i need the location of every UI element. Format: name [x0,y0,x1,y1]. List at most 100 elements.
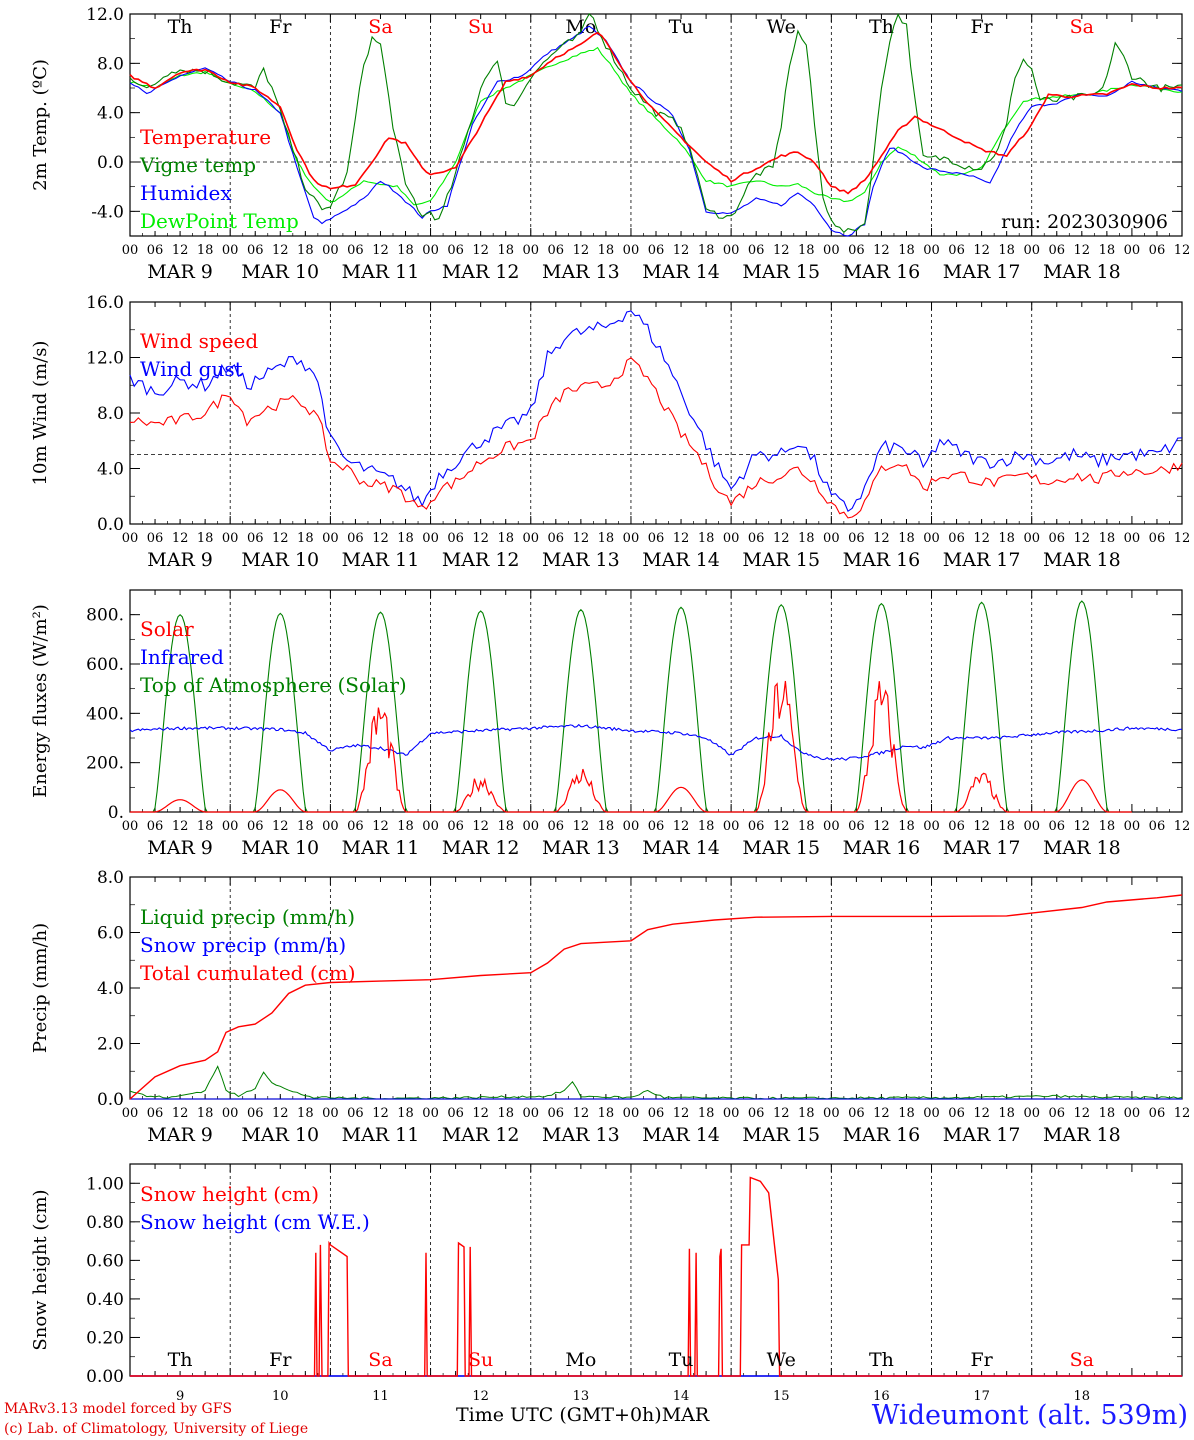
y-tick-label: 0.40 [86,1290,124,1310]
hour-tick-label: 12 [1074,819,1091,834]
day-of-week-label: Fr [269,1349,292,1371]
hour-tick-label: 12 [573,243,590,258]
y-tick-label: 600. [86,655,124,675]
day-of-week-label: Mo [565,16,596,38]
y-tick-label: 400. [86,704,124,724]
hour-tick-label: 00 [1124,1106,1141,1121]
hour-tick-label: 06 [1149,819,1166,834]
y-tick-label: 0. [108,803,124,823]
hour-tick-label: 12 [1074,243,1091,258]
hour-tick-label: 12 [573,531,590,546]
hour-tick-label: 12 [873,243,890,258]
day-of-week-label: Th [869,16,894,38]
day-of-week-label: Th [168,16,193,38]
footer-credit: (c) Lab. of Climatology, University of L… [4,1421,309,1437]
date-label: MAR 15 [742,1124,820,1146]
hour-tick-label: 06 [748,819,765,834]
y-tick-label: 4.0 [97,104,124,124]
hour-tick-label: 18 [397,819,414,834]
y-axis-label: 10m Wind (m/s) [30,341,51,486]
hour-tick-label: 18 [698,819,715,834]
y-tick-label: 8.0 [97,868,124,888]
hour-tick-label: 12 [973,531,990,546]
hour-tick-label: 00 [522,243,539,258]
hour-tick-label: 18 [698,1106,715,1121]
hour-tick-label: 06 [1149,1106,1166,1121]
hour-tick-label: 12 [1074,531,1091,546]
y-tick-label: 16.0 [86,293,124,313]
date-label: MAR 13 [542,837,620,859]
hour-tick-label: 12 [973,819,990,834]
y-axis-label: Precip (mm/h) [30,923,51,1053]
hour-tick-label: 00 [923,243,940,258]
month-label: MAR [661,1404,710,1426]
hour-tick-label: 00 [1124,243,1141,258]
hour-tick-label: 18 [898,243,915,258]
hour-tick-label: 12 [673,243,690,258]
date-label: MAR 17 [943,549,1021,571]
date-label: MAR 16 [843,261,921,283]
y-axis-label: Energy fluxes (W/m²) [30,604,51,798]
hour-tick-label: 18 [698,531,715,546]
hour-tick-label: 18 [1099,243,1116,258]
hour-tick-label: 12 [673,1106,690,1121]
hour-tick-label: 00 [923,531,940,546]
y-tick-label: 8.0 [97,404,124,424]
day-number-label: 14 [673,1389,690,1404]
hour-tick-label: 18 [1099,819,1116,834]
hour-tick-label: 00 [122,531,139,546]
hour-tick-label: 12 [573,819,590,834]
hour-tick-label: 06 [748,531,765,546]
hour-tick-label: 12 [973,1106,990,1121]
day-number-label: 17 [973,1389,990,1404]
hour-tick-label: 18 [598,819,615,834]
hour-tick-label: 18 [197,1106,214,1121]
wind-panel: 0.0 4.0 8.0 12.0 16.0 10m Wind (m/s) Wind spee… [30,293,1190,571]
date-label: MAR 14 [642,549,720,571]
hour-tick-label: 06 [447,1106,464,1121]
hour-tick-label: 12 [172,1106,189,1121]
legend-infrared: Infrared [140,645,224,669]
hour-tick-label: 00 [823,1106,840,1121]
hour-tick-label: 18 [297,531,314,546]
hour-tick-label: 00 [723,243,740,258]
hour-tick-label: 18 [197,531,214,546]
y-tick-label: 0.0 [97,153,124,173]
footer-time-axis-label: Time UTC (GMT+0h)MAR [456,1404,709,1426]
date-label: MAR 15 [742,549,820,571]
hour-tick-label: 06 [447,819,464,834]
hour-tick-label: 18 [497,819,514,834]
hour-tick-label: 06 [1048,531,1065,546]
hour-tick-label: 12 [472,819,489,834]
hour-tick-label: 18 [598,1106,615,1121]
day-of-week-label: Fr [269,16,292,38]
hour-tick-label: 06 [1149,243,1166,258]
day-of-week-label: Th [869,1349,894,1371]
hour-tick-label: 06 [548,1106,565,1121]
hour-tick-label: 18 [297,819,314,834]
run-label: run: 2023030906 [1001,211,1168,233]
day-of-week-label: Sa [1070,16,1094,38]
hour-tick-label: 12 [873,819,890,834]
hour-tick-label: 12 [172,531,189,546]
hour-tick-label: 12 [372,819,389,834]
day-of-week-label: Su [468,16,493,38]
hour-tick-label: 12 [1174,243,1191,258]
temperature-panel: -4.0 0.0 4.0 8.0 12.0 2m Temp. (ºC) Th Fr Sa Su Mo… [30,5,1190,283]
hour-tick-label: 12 [873,1106,890,1121]
hour-tick-label: 12 [1174,1106,1191,1121]
hour-tick-label: 18 [598,243,615,258]
day-number-label: 18 [1074,1389,1091,1404]
legend-wind-gust: Wind gust [140,357,243,381]
hour-tick-label: 18 [1099,531,1116,546]
y-tick-label: 0.60 [86,1251,124,1271]
hour-tick-label: 00 [1023,531,1040,546]
legend-vigne-temp: Vigne temp [139,153,256,177]
hour-tick-label: 06 [648,819,665,834]
series-line-3 [129,46,1183,206]
hour-tick-label: 06 [848,819,865,834]
date-label: MAR 10 [241,1124,319,1146]
date-label: MAR 9 [147,549,213,571]
hour-tick-label: 00 [623,243,640,258]
hour-tick-label: 00 [122,1106,139,1121]
